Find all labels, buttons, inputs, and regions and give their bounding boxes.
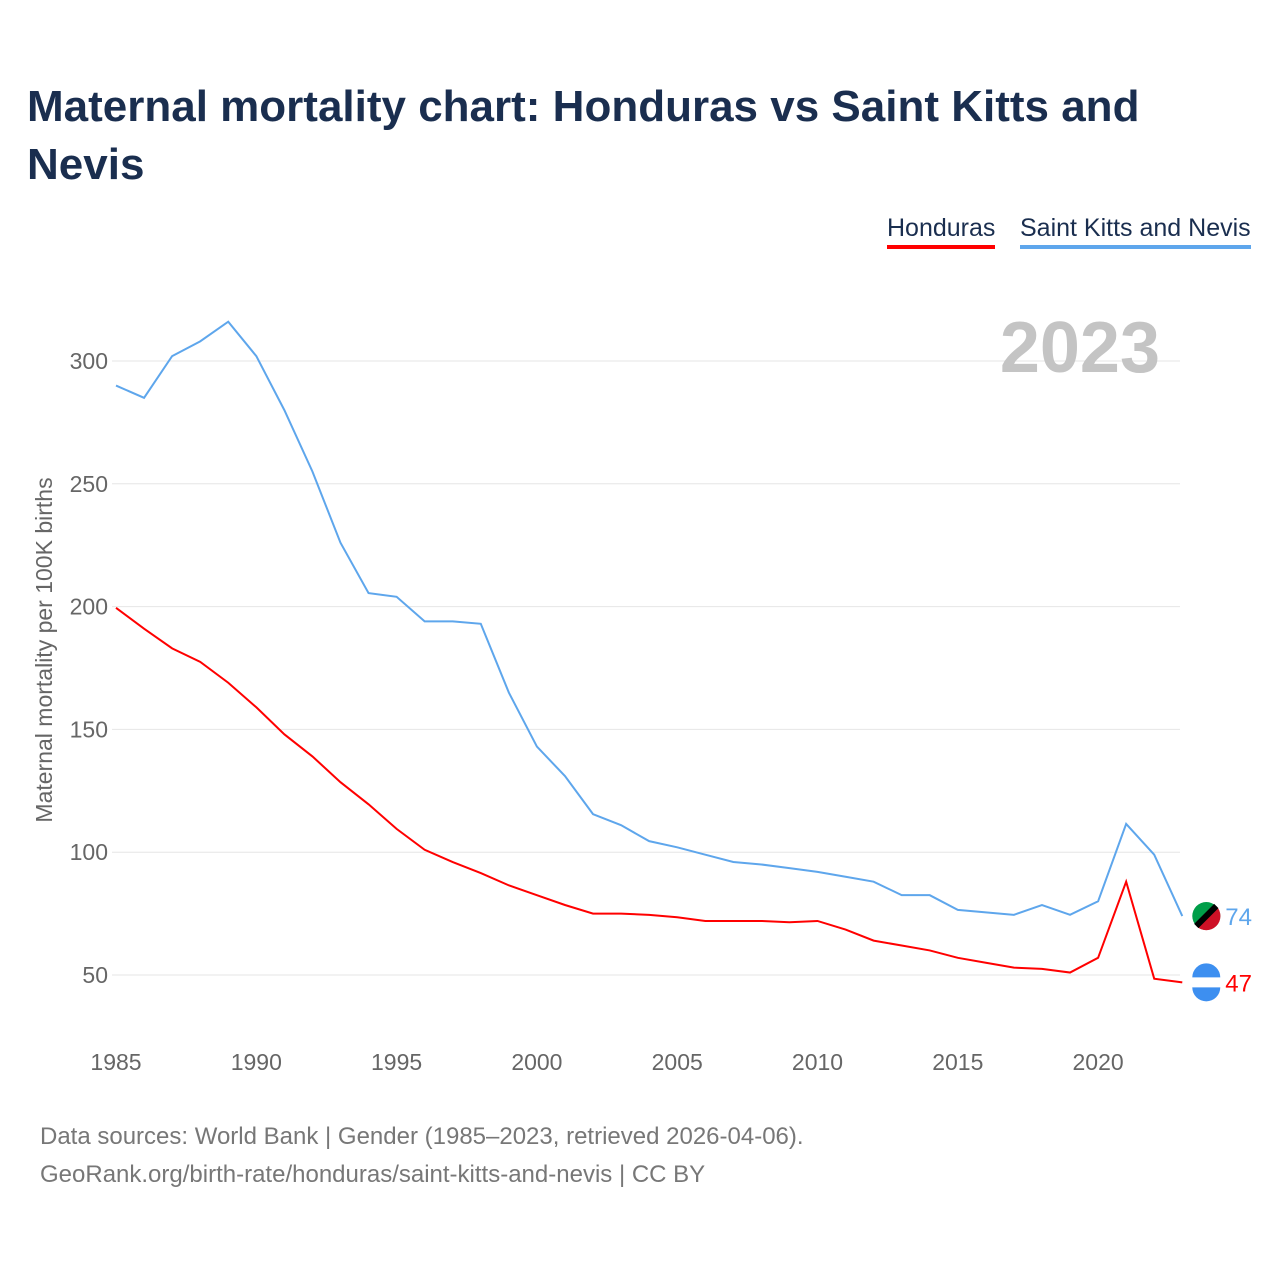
chart-title: Maternal mortality chart: Honduras vs Sa… [27, 82, 1140, 189]
x-tick-label: 1990 [231, 1049, 282, 1075]
y-tick-label: 100 [70, 839, 108, 865]
y-tick-label: 50 [82, 962, 108, 988]
y-tick-label: 200 [70, 594, 108, 620]
y-tick-label: 250 [70, 471, 108, 497]
source-note: Data sources: World Bank | Gender (1985–… [40, 1118, 804, 1194]
source-line-1: Data sources: World Bank | Gender (1985–… [40, 1123, 804, 1150]
x-tick-label: 1985 [90, 1049, 141, 1075]
y-tick-label: 150 [70, 716, 108, 742]
source-line-2[interactable]: GeoRank.org/birth-rate/honduras/saint-ki… [40, 1161, 706, 1188]
y-axis-label: Maternal mortality per 100K births [31, 477, 57, 822]
y-tick-label: 300 [70, 348, 108, 374]
x-tick-label: 2005 [652, 1049, 703, 1075]
flag-icon [1192, 987, 1221, 1002]
x-tick-label: 2015 [932, 1049, 983, 1075]
x-tick-label: 2010 [792, 1049, 843, 1075]
x-tick-label: 2020 [1073, 1049, 1124, 1075]
flag-icon [1194, 903, 1219, 929]
year-label: 2023 [1000, 308, 1160, 388]
x-tick-label: 1995 [371, 1049, 422, 1075]
end-value-label: 74 [1225, 904, 1252, 931]
x-tick-label: 2000 [511, 1049, 562, 1075]
end-value-label: 47 [1225, 970, 1252, 997]
flag-icon [1192, 963, 1221, 978]
series-line-honduras [115, 607, 1183, 984]
legend-honduras[interactable]: Honduras [887, 214, 996, 249]
series-line-saint-kitts-and-nevis [115, 320, 1184, 917]
legend-saint-kitts-and-nevis[interactable]: Saint Kitts and Nevis [1020, 214, 1251, 249]
